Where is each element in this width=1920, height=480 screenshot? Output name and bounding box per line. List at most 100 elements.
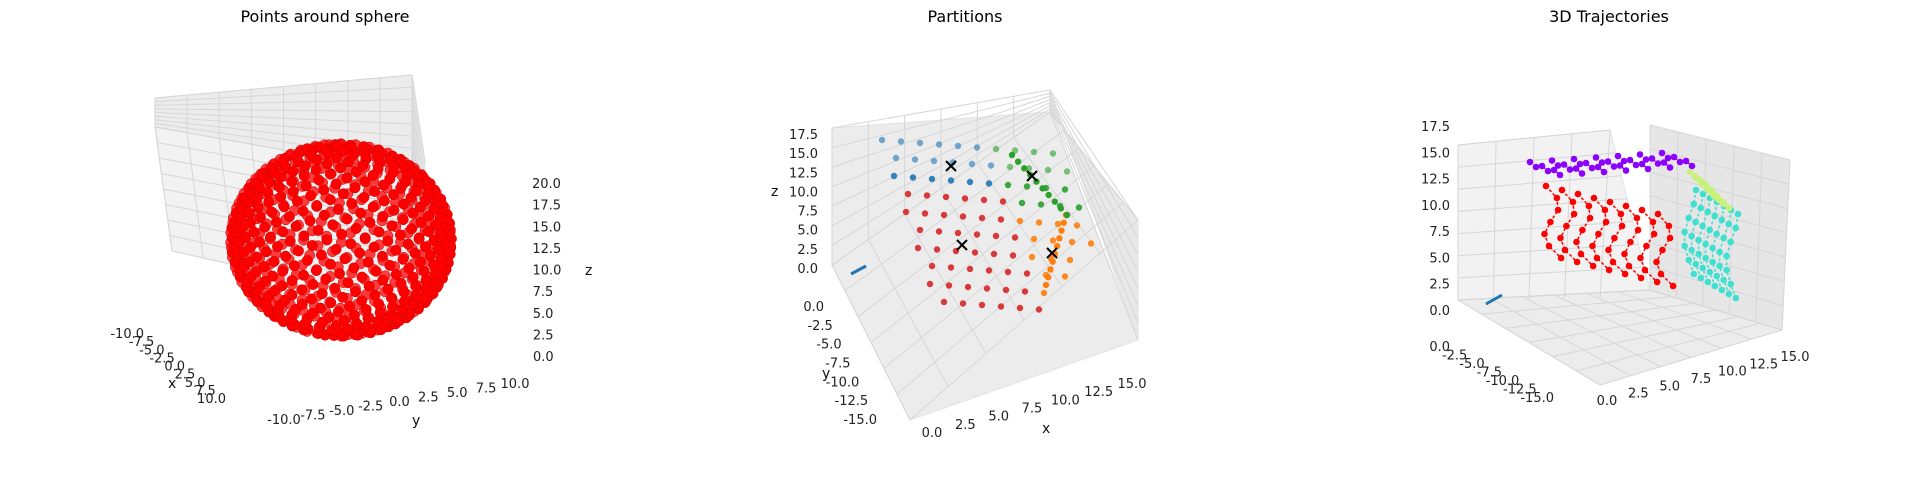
panel2-centroid-marker xyxy=(1046,247,1058,259)
panel3-trajectory-point xyxy=(1688,246,1695,254)
panel1-point xyxy=(350,166,362,178)
panel1-point xyxy=(310,164,322,176)
panel1-point xyxy=(422,226,434,237)
panel2-point xyxy=(1087,240,1095,247)
panel2-point xyxy=(973,144,981,151)
panel3-trajectory xyxy=(1658,149,1696,170)
panel3-trajectory-point xyxy=(1723,266,1730,274)
panel1-point xyxy=(311,154,323,166)
panel1-point xyxy=(336,228,348,240)
panel3-trajectory-point xyxy=(1706,268,1714,276)
panel3-trajectory xyxy=(1605,198,1629,278)
panel1-point xyxy=(305,190,317,202)
panel1-point xyxy=(273,181,285,193)
panel1-point xyxy=(403,262,415,274)
panel1-point xyxy=(240,231,252,243)
panel2-point xyxy=(916,139,924,147)
panel2-point xyxy=(1075,204,1083,211)
panel3-trajectory xyxy=(1681,186,1700,278)
panel3-trajectory-point xyxy=(1601,206,1609,214)
panel1-point xyxy=(315,249,327,261)
panel1-point xyxy=(420,241,431,253)
panel1-point xyxy=(330,320,342,332)
panel1-point xyxy=(298,230,310,242)
panel3-trajectory-point xyxy=(1586,214,1594,222)
panel1-point xyxy=(414,256,426,268)
panel1-point xyxy=(286,289,298,301)
panel2-point xyxy=(983,285,991,292)
panel2-z-label: z xyxy=(771,184,778,200)
panel1-z-tick: 10.0 xyxy=(533,264,562,279)
panel1-point xyxy=(330,152,342,164)
panel3-trajectory-point xyxy=(1532,163,1540,171)
panel3-trajectory-point xyxy=(1704,208,1712,216)
panel1-y-label: y xyxy=(412,413,420,429)
panel3-trajectory-point xyxy=(1692,218,1699,226)
panel2-point xyxy=(1047,266,1054,273)
panel1-point xyxy=(287,166,299,177)
panel3-trajectory-point xyxy=(1641,266,1649,274)
panel2-gridlines xyxy=(831,89,1139,421)
panel1-point xyxy=(388,204,400,216)
panel1-x-ticks: -10.0-7.5-5.0-2.50.02.55.07.510.0 xyxy=(110,327,226,407)
panel2-point xyxy=(978,214,986,222)
panel1-point xyxy=(321,158,333,170)
panel3-quiver-arrow xyxy=(1485,293,1503,306)
panel3-trajectory-point xyxy=(1572,165,1580,172)
panel1-point xyxy=(384,259,396,271)
panel3-trajectory-point xyxy=(1627,238,1634,246)
panel1-point xyxy=(236,222,248,234)
panel3-trajectory-point xyxy=(1698,180,1706,188)
panel2-point xyxy=(1073,222,1081,229)
panel1-point xyxy=(280,250,292,262)
panel2-z-tick: 17.5 xyxy=(789,128,818,143)
panel3-trajectory-point xyxy=(1637,254,1644,262)
panel3-trajectory-point xyxy=(1605,246,1612,254)
panel1-x-tick: 7.5 xyxy=(195,384,216,399)
panel3-trajectory-point xyxy=(1558,186,1566,194)
panel1-point xyxy=(394,229,406,241)
panel2-point xyxy=(942,193,950,201)
panel3-trajectory xyxy=(1709,202,1728,294)
panel1-point xyxy=(354,247,366,259)
panel3-trajectory-point xyxy=(1594,163,1602,171)
panel3-back-gridline xyxy=(1457,243,1639,257)
panel1-point xyxy=(359,232,371,244)
panel3-trajectory-point xyxy=(1664,154,1672,162)
panel1-point xyxy=(296,284,308,296)
panel1-point xyxy=(373,226,385,238)
panel3-trajectory-point xyxy=(1654,160,1662,167)
panel2-point xyxy=(999,198,1007,205)
panel1-y-tick: 2.5 xyxy=(418,391,439,406)
panel2-point xyxy=(1011,147,1019,154)
panel1-point xyxy=(420,274,432,286)
panel3-floor-gridline xyxy=(1617,291,1752,340)
panel2-point xyxy=(1023,183,1031,190)
panel1-point xyxy=(367,201,379,213)
panel1-point xyxy=(296,298,308,310)
panel2-side-gridline xyxy=(1049,111,1139,341)
panel2-point xyxy=(966,178,974,186)
panel2-floor-gridline xyxy=(1013,137,1101,254)
panel2-side-gridline xyxy=(1049,108,1139,324)
panel1-x-tick: 0.0 xyxy=(164,360,185,375)
panel2-x-tick: 7.5 xyxy=(1022,402,1043,417)
panel2-z-tick: 0.0 xyxy=(797,262,818,277)
panel3-back-gridline xyxy=(1457,198,1628,212)
panel2-point xyxy=(968,160,976,168)
panel3-trajectory-point xyxy=(1681,228,1688,236)
panel2-point xyxy=(928,175,936,183)
panel3-trajectory-point xyxy=(1553,194,1561,202)
panel3-trajectory-point xyxy=(1713,272,1721,280)
panel2-centroid-marker xyxy=(956,239,968,251)
panel1-point xyxy=(286,275,298,286)
panel2-y-ticks: 0.0 -2.5 -5.0 -7.5 -10.0 -12.5 -15.0 xyxy=(803,300,877,428)
panel1-point xyxy=(299,160,311,172)
panel2-point xyxy=(1011,234,1019,241)
panel3-trajectory-point xyxy=(1563,222,1570,230)
panel2-point xyxy=(933,246,941,253)
panel2-point xyxy=(940,211,948,219)
panel3-trajectory-point xyxy=(1609,258,1617,266)
panel2-point xyxy=(1006,163,1014,171)
panel2-x-tick: 10.0 xyxy=(1051,393,1080,408)
